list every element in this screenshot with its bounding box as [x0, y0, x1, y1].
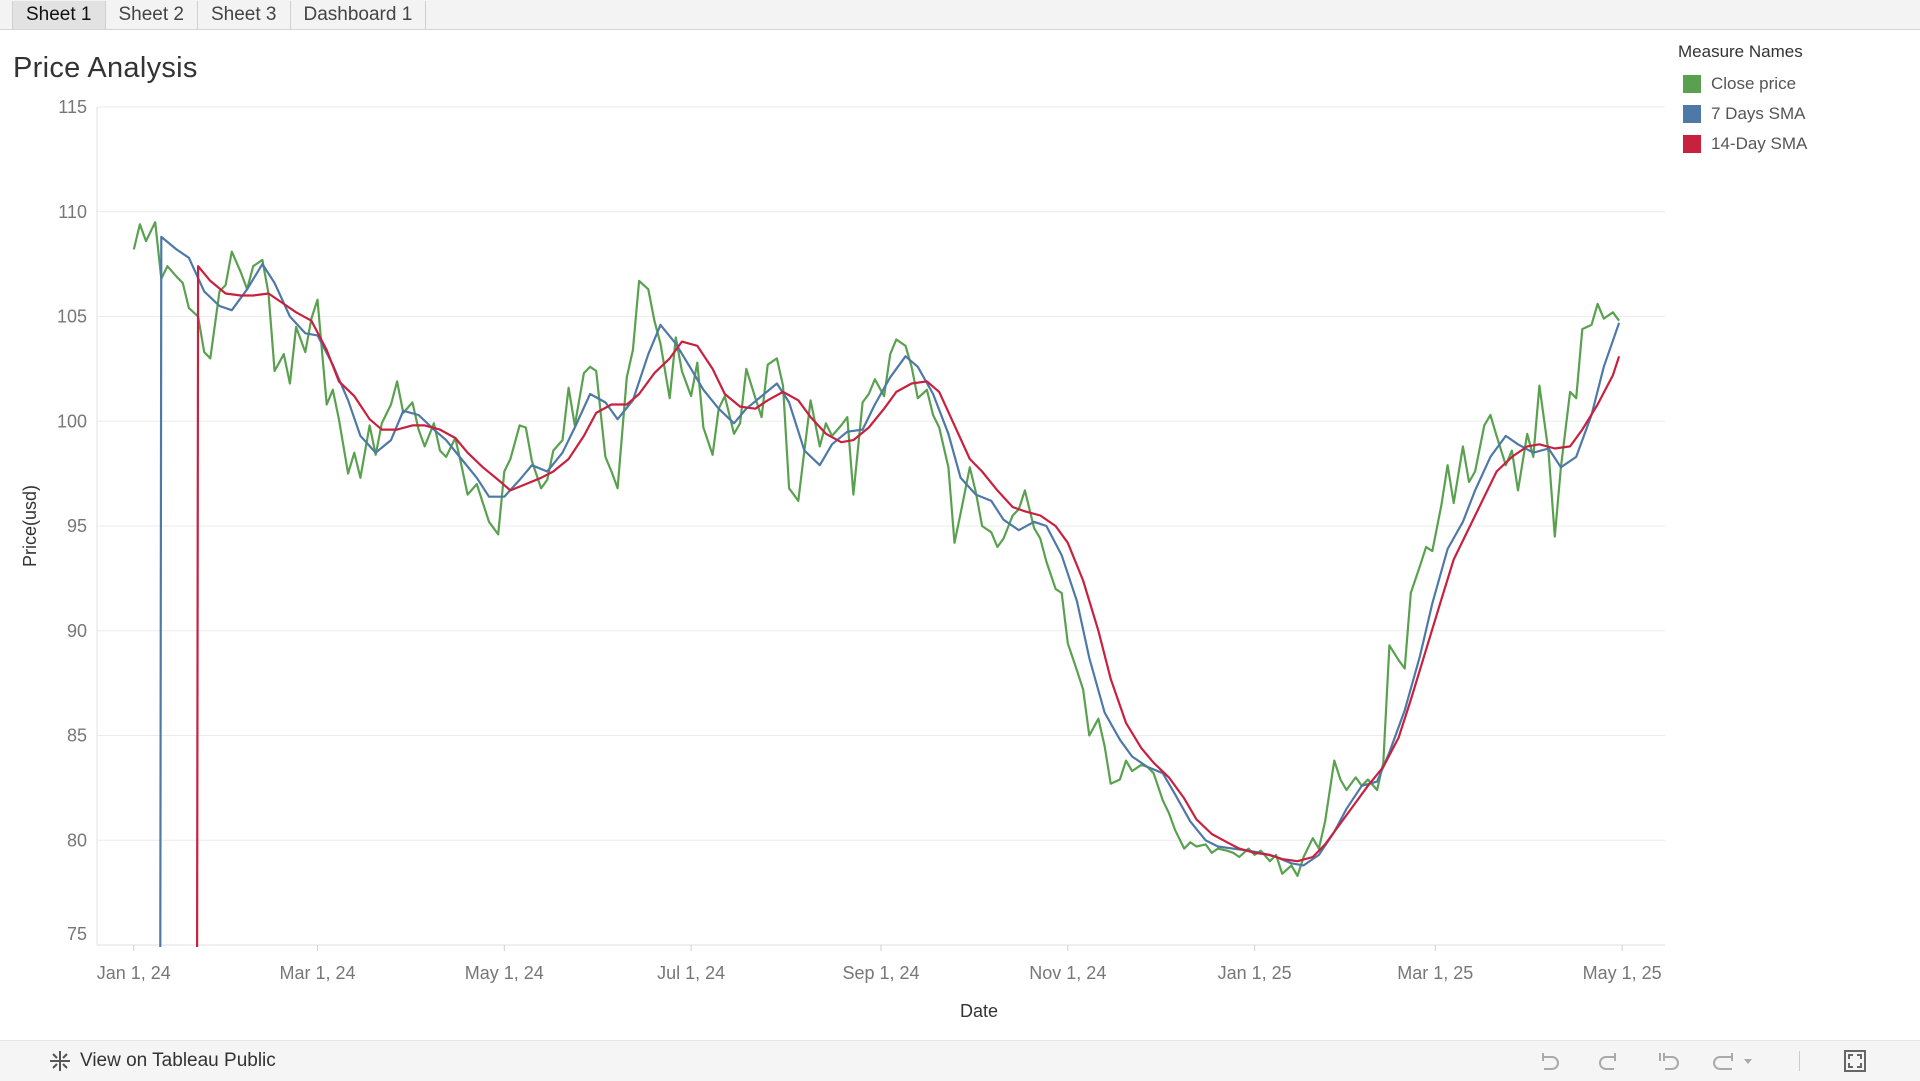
view-on-tableau-public-label: View on Tableau Public	[80, 1050, 276, 1071]
x-tick-label: Mar 1, 25	[1397, 963, 1473, 983]
x-tick-label: May 1, 25	[1583, 963, 1662, 983]
x-tick-label: Jan 1, 25	[1218, 963, 1292, 983]
legend-title: Measure Names	[1678, 42, 1803, 61]
tab-sheet-2[interactable]: Sheet 2	[106, 1, 198, 29]
y-tick-label: 105	[57, 307, 87, 327]
page-title: Price Analysis	[13, 52, 198, 84]
legend-swatch-14-day-sma	[1683, 135, 1701, 153]
footer-divider	[1799, 1051, 1800, 1071]
y-axis-title: Price(usd)	[20, 485, 40, 567]
tab-sheet-3[interactable]: Sheet 3	[198, 1, 291, 29]
x-tick-label: Jan 1, 24	[97, 963, 171, 983]
x-axis-title: Date	[960, 1001, 998, 1021]
price-line-chart[interactable]: 75 80 85 90 95 100 105 110 115 Jan 1, 24 Mar 1, 24…	[0, 95, 1670, 1040]
close-price-line	[132, 221, 1620, 877]
y-tick-label: 95	[67, 516, 87, 536]
legend-label-close-price: Close price	[1711, 74, 1797, 93]
x-tick-label: Jul 1, 24	[657, 963, 725, 983]
x-tick-label: Nov 1, 24	[1029, 963, 1106, 983]
fullscreen-icon[interactable]	[1842, 1048, 1868, 1074]
y-tick-label: 90	[67, 621, 87, 641]
x-tick-label: Mar 1, 24	[279, 963, 355, 983]
y-tick-label: 85	[67, 726, 87, 746]
tab-dashboard-1[interactable]: Dashboard 1	[291, 1, 427, 29]
7-days-sma-line	[159, 235, 1621, 948]
undo-icon[interactable]	[1536, 1048, 1562, 1074]
tab-sheet-1[interactable]: Sheet 1	[12, 1, 106, 29]
legend-label-7-days-sma: 7 Days SMA	[1711, 104, 1806, 123]
legend: Measure Names Close price 7 Days SMA 14-…	[1678, 42, 1807, 159]
footer-toolbar: View on Tableau Public	[0, 1040, 1920, 1081]
share-icon[interactable]	[1712, 1048, 1756, 1074]
y-tick-label: 110	[58, 202, 87, 222]
x-tick-label: May 1, 24	[465, 963, 544, 983]
14-day-sma-line	[196, 265, 1621, 948]
view-on-tableau-public-link[interactable]: View on Tableau Public	[48, 1049, 276, 1073]
legend-item-close-price[interactable]: Close price	[1678, 69, 1807, 99]
x-tick-label: Sep 1, 24	[842, 963, 919, 983]
redo-icon[interactable]	[1596, 1048, 1622, 1074]
sheet-tab-bar: Sheet 1 Sheet 2 Sheet 3 Dashboard 1	[0, 0, 1920, 30]
y-tick-label: 100	[57, 411, 87, 431]
legend-label-14-day-sma: 14-Day SMA	[1711, 134, 1808, 153]
y-tick-label: 115	[58, 97, 87, 117]
legend-item-14-day-sma[interactable]: 14-Day SMA	[1678, 129, 1807, 159]
tableau-logo-icon	[50, 1051, 70, 1071]
legend-swatch-close-price	[1683, 75, 1701, 93]
legend-swatch-7-days-sma	[1683, 105, 1701, 123]
revert-icon[interactable]	[1656, 1048, 1682, 1074]
y-tick-label: 75	[67, 924, 87, 944]
y-tick-label: 80	[67, 830, 87, 850]
legend-item-7-days-sma[interactable]: 7 Days SMA	[1678, 99, 1807, 129]
